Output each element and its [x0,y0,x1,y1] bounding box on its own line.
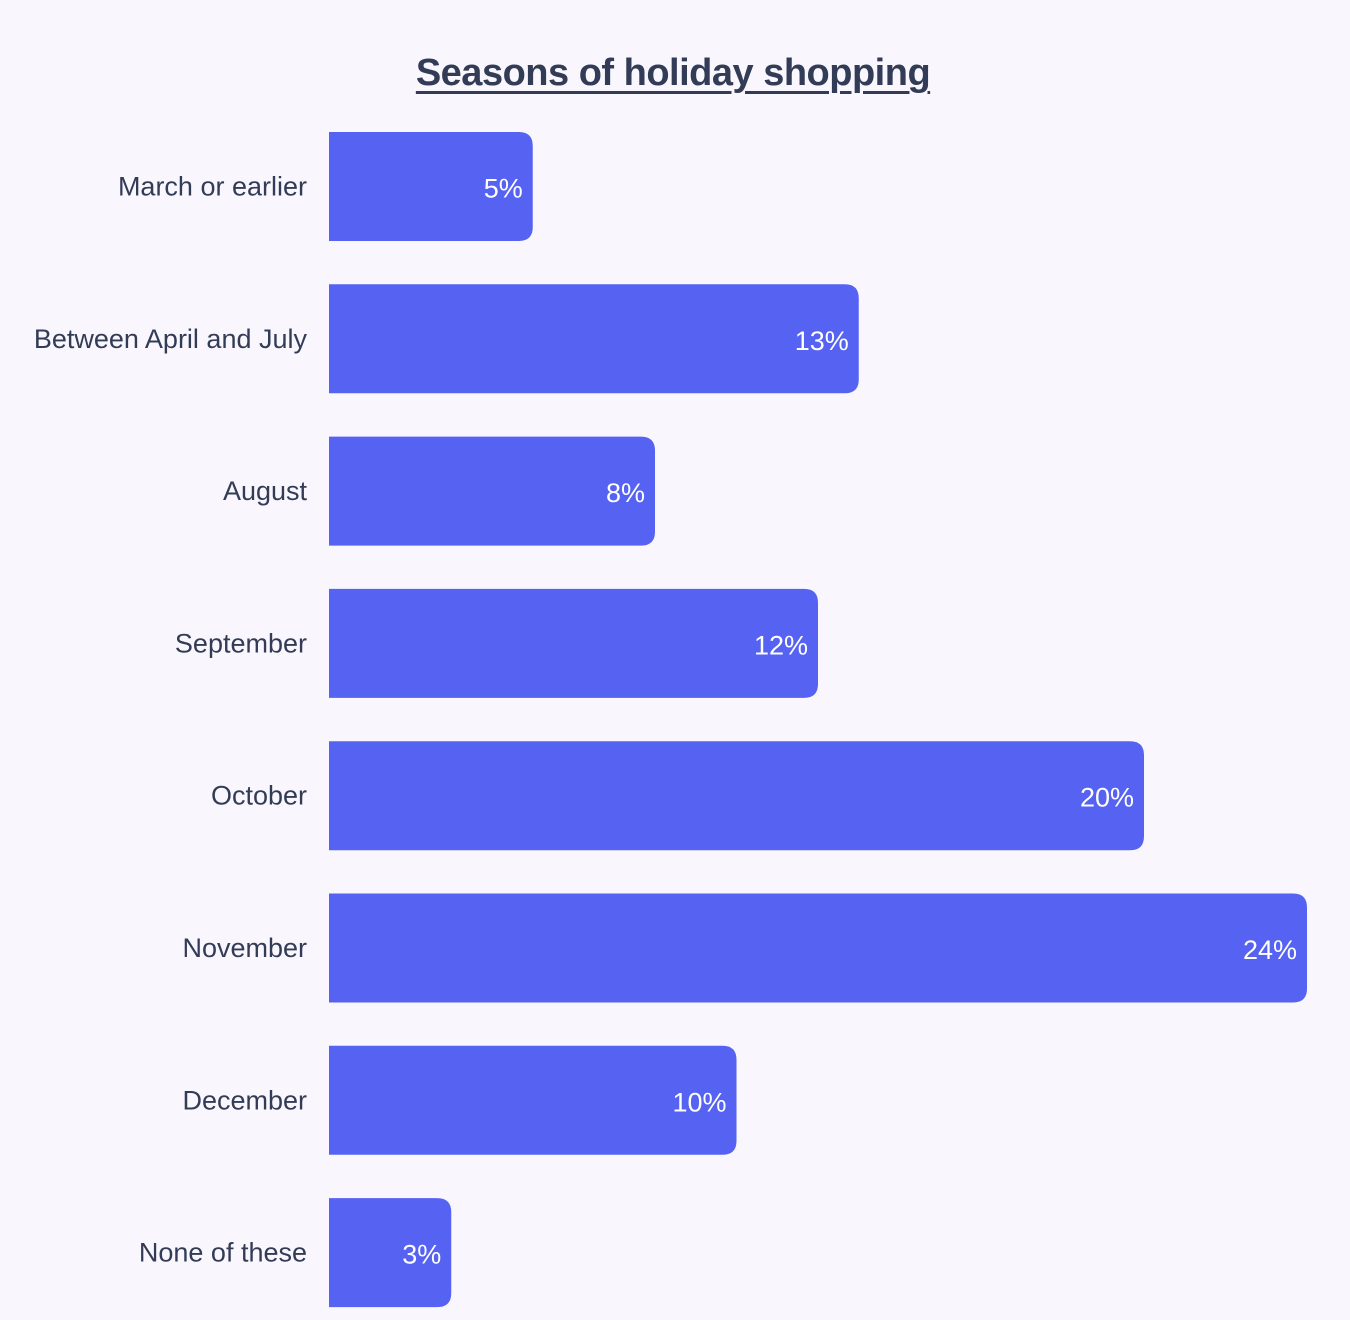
category-label-1: Between April and July [34,324,308,354]
category-label-6: December [182,1085,307,1115]
value-label-3: 12% [754,630,808,660]
value-label-1: 13% [795,326,849,356]
category-label-3: September [175,628,307,658]
bar-7 [329,1198,452,1308]
bar-1 [329,284,859,394]
value-label-6: 10% [672,1087,726,1117]
category-label-4: October [211,781,307,811]
value-label-2: 8% [606,478,645,508]
category-label-0: March or earlier [118,172,307,202]
bar-6 [329,1045,737,1155]
bar-0 [329,132,533,241]
bar-2 [329,436,655,546]
category-label-7: None of these [139,1238,307,1268]
bar-3 [329,588,818,698]
value-label-7: 3% [402,1240,441,1270]
category-label-2: August [223,476,308,506]
value-label-4: 20% [1080,783,1134,813]
bar-5 [329,893,1307,1003]
chart-title: Seasons of holiday shopping [415,52,931,94]
bar-4 [329,741,1144,851]
value-label-5: 24% [1243,935,1297,965]
bars-group: March or earlier 5% Between April and July… [34,132,1307,1308]
category-label-5: November [182,933,307,963]
value-label-0: 5% [484,174,523,204]
